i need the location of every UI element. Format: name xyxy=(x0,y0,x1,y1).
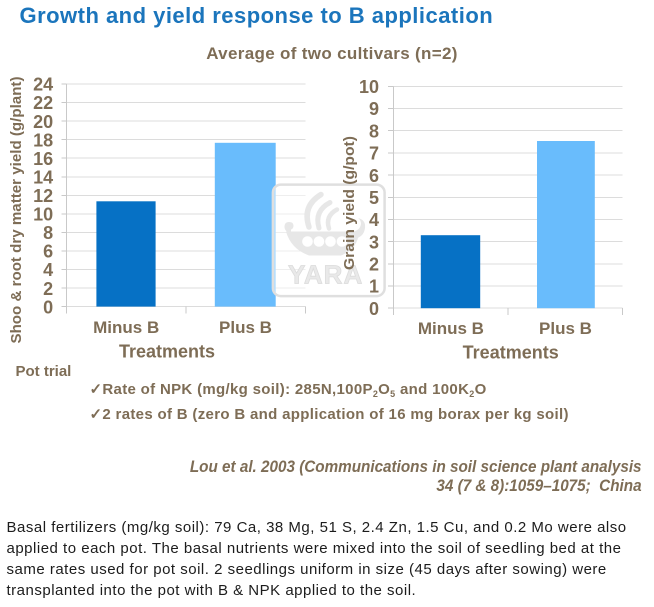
svg-text:24: 24 xyxy=(33,75,53,95)
svg-text:14: 14 xyxy=(33,168,53,188)
svg-text:Treatments: Treatments xyxy=(119,342,215,362)
svg-text:5: 5 xyxy=(369,188,379,208)
svg-text:Grain yield (g/pot): Grain yield (g/pot) xyxy=(341,136,358,270)
svg-text:Plus B: Plus B xyxy=(539,319,592,338)
svg-text:6: 6 xyxy=(369,166,379,186)
svg-text:2: 2 xyxy=(43,279,53,299)
svg-text:9: 9 xyxy=(369,99,379,119)
svg-text:20: 20 xyxy=(33,112,53,132)
svg-text:12: 12 xyxy=(33,186,53,206)
svg-text:0: 0 xyxy=(369,299,379,319)
svg-text:10: 10 xyxy=(359,77,379,97)
svg-text:18: 18 xyxy=(33,130,53,150)
svg-text:6: 6 xyxy=(43,242,53,262)
svg-text:8: 8 xyxy=(43,223,53,243)
svg-text:4: 4 xyxy=(369,210,379,230)
svg-text:2: 2 xyxy=(369,255,379,275)
svg-text:Minus B: Minus B xyxy=(418,319,484,338)
svg-text:16: 16 xyxy=(33,149,53,169)
svg-text:8: 8 xyxy=(369,121,379,141)
svg-text:10: 10 xyxy=(33,205,53,225)
svg-text:YARA: YARA xyxy=(288,260,363,290)
svg-text:7: 7 xyxy=(369,144,379,164)
svg-text:1: 1 xyxy=(369,277,379,297)
svg-text:Plus B: Plus B xyxy=(219,318,272,337)
svg-text:Minus B: Minus B xyxy=(93,318,159,337)
svg-text:4: 4 xyxy=(43,260,53,280)
svg-text:Treatments: Treatments xyxy=(463,343,559,363)
svg-text:Shoo & root dry matter yield (: Shoo & root dry matter yield (g/plant) xyxy=(8,76,25,343)
svg-text:22: 22 xyxy=(33,93,53,113)
svg-text:0: 0 xyxy=(43,297,53,317)
svg-text:3: 3 xyxy=(369,232,379,252)
